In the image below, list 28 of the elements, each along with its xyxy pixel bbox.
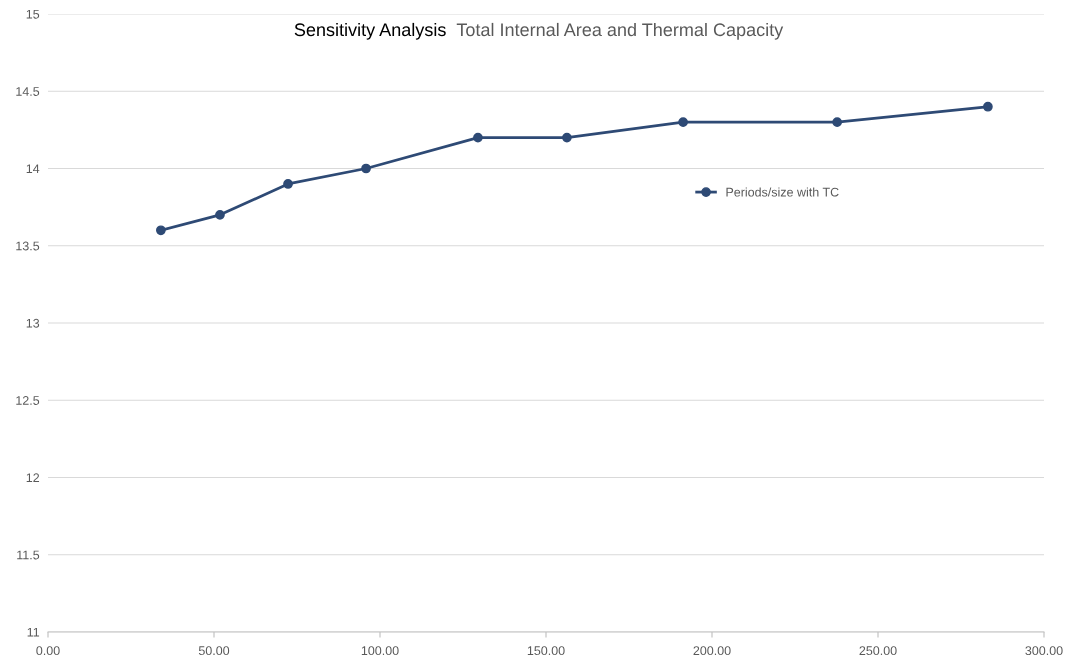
y-tick-label: 11.5 xyxy=(17,550,40,560)
point xyxy=(678,117,688,128)
point xyxy=(832,117,843,128)
point xyxy=(215,209,225,220)
y-tick-label: 14 xyxy=(26,164,40,174)
y-tick-label: 12 xyxy=(26,473,40,483)
y-tick-label: 13.5 xyxy=(16,241,40,251)
x-tick-label: 300.00 xyxy=(1025,646,1063,656)
point xyxy=(156,225,166,236)
point xyxy=(361,163,371,174)
y-tick-label: 12.5 xyxy=(16,396,40,405)
y-tick-label: 15 xyxy=(26,9,40,19)
point xyxy=(562,132,572,143)
x-tick-label: 50.00 xyxy=(198,646,230,656)
legend-label: Periods/size with TC xyxy=(726,187,839,197)
point xyxy=(983,101,993,112)
x-tick-label: 250.00 xyxy=(859,646,897,656)
point xyxy=(283,179,293,189)
chart-title: Sensitivity Analysis xyxy=(294,22,446,40)
y-tick-label: 13 xyxy=(26,318,40,328)
chart-subtitle: Total Internal Area and Thermal Capacity xyxy=(456,22,784,40)
y-tick-label: 11 xyxy=(27,627,40,637)
x-tick-label: 200.00 xyxy=(693,646,731,656)
y-tick-label: 14.5 xyxy=(16,87,40,96)
x-tick-label: 0.00 xyxy=(36,646,60,656)
x-tick-label: 100.00 xyxy=(361,646,399,656)
x-tick-label: 150.00 xyxy=(527,646,565,656)
point xyxy=(473,132,483,143)
